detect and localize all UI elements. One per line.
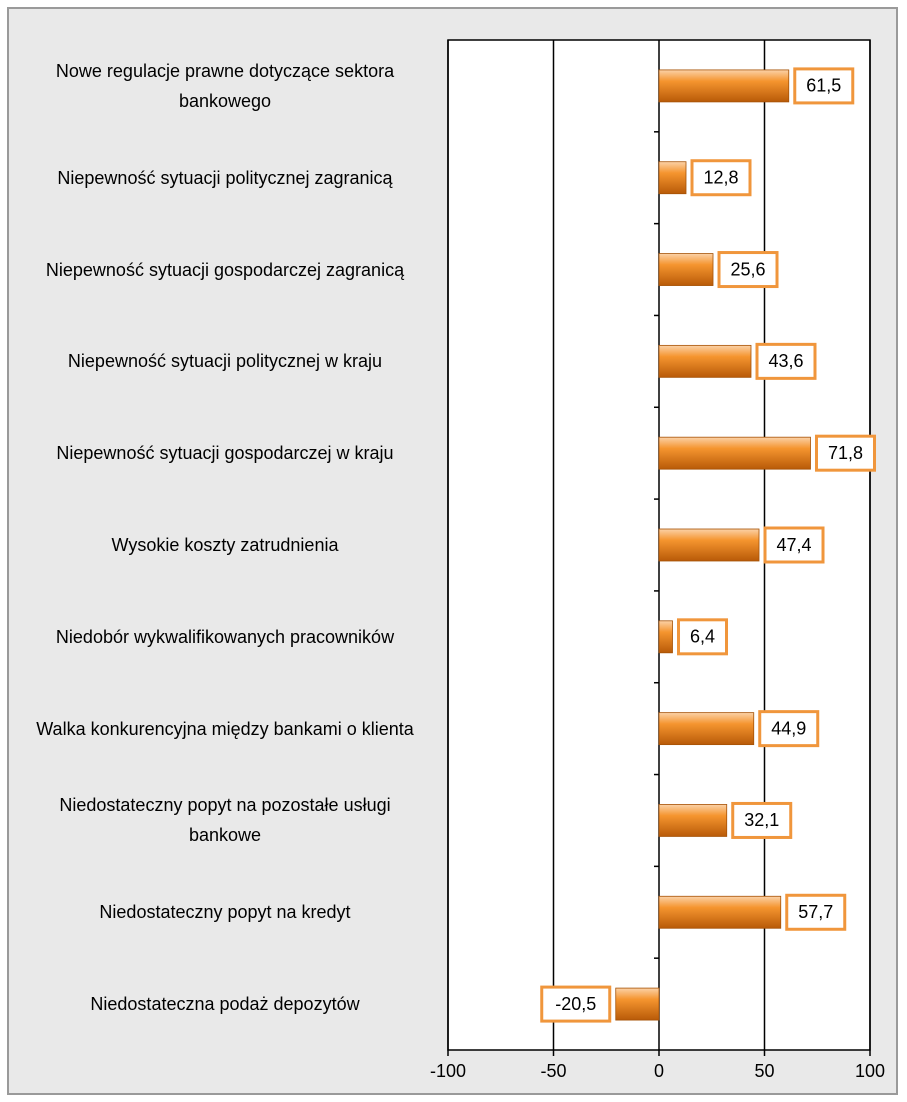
value-label-box	[755, 342, 817, 380]
category-label: Niedostateczny popyt na pozostałe usługi…	[59, 795, 391, 846]
value-label: 12,8	[703, 167, 738, 187]
category-label: Niepewność sytuacji politycznej zagranic…	[57, 167, 393, 188]
x-tick-label: -50	[540, 1061, 566, 1081]
value-label-box	[540, 985, 612, 1023]
value-label-box	[758, 710, 820, 748]
bar	[658, 436, 811, 470]
x-tick-label: 0	[654, 1061, 664, 1081]
value-label-box	[814, 434, 876, 472]
bar	[615, 987, 660, 1021]
value-label-box	[690, 159, 752, 197]
category-label: Walka konkurencyjna między bankami o kli…	[36, 718, 414, 739]
value-label-box	[793, 67, 855, 105]
category-label: Nowe regulacje prawne dotyczące sektora …	[55, 60, 395, 111]
x-tick-label: -100	[430, 1061, 466, 1081]
value-label: 25,6	[730, 259, 765, 279]
value-label: 44,9	[771, 718, 806, 738]
value-label: -20,5	[555, 994, 596, 1014]
category-label: Niedostateczna podaż depozytów	[90, 994, 360, 1015]
category-label: Niedostateczny popyt na kredyt	[99, 902, 351, 923]
value-label-box	[731, 801, 793, 839]
category-label: Wysokie koszty zatrudnienia	[111, 535, 339, 555]
x-tick-label: 100	[855, 1061, 885, 1081]
value-label-box	[785, 893, 847, 931]
category-label: Niepewność sytuacji politycznej w kraju	[67, 351, 383, 372]
value-label: 71,8	[828, 443, 863, 463]
bar	[658, 253, 714, 286]
bar	[658, 895, 782, 929]
category-label: Niedobór wykwalifikowanych pracowników	[55, 626, 395, 647]
bar	[658, 620, 673, 654]
value-label: 32,1	[744, 810, 779, 830]
category-label: Niepewność sytuacji gospodarczej zagrani…	[45, 259, 405, 280]
value-label-box	[677, 618, 729, 656]
value-label: 43,6	[768, 351, 803, 371]
value-label: 61,5	[806, 76, 841, 96]
value-label: 47,4	[776, 535, 811, 555]
value-label: 6,4	[690, 627, 715, 647]
bar	[658, 804, 728, 837]
value-label-box	[717, 251, 779, 289]
value-label-box	[763, 526, 825, 564]
bar	[658, 528, 760, 562]
bar	[658, 712, 755, 746]
bar	[658, 344, 752, 378]
category-label: Niepewność sytuacji gospodarczej w kraju	[56, 443, 394, 464]
value-label: 57,7	[798, 902, 833, 922]
x-tick-label: 50	[754, 1061, 774, 1081]
bar	[658, 161, 687, 195]
bar	[658, 69, 790, 103]
